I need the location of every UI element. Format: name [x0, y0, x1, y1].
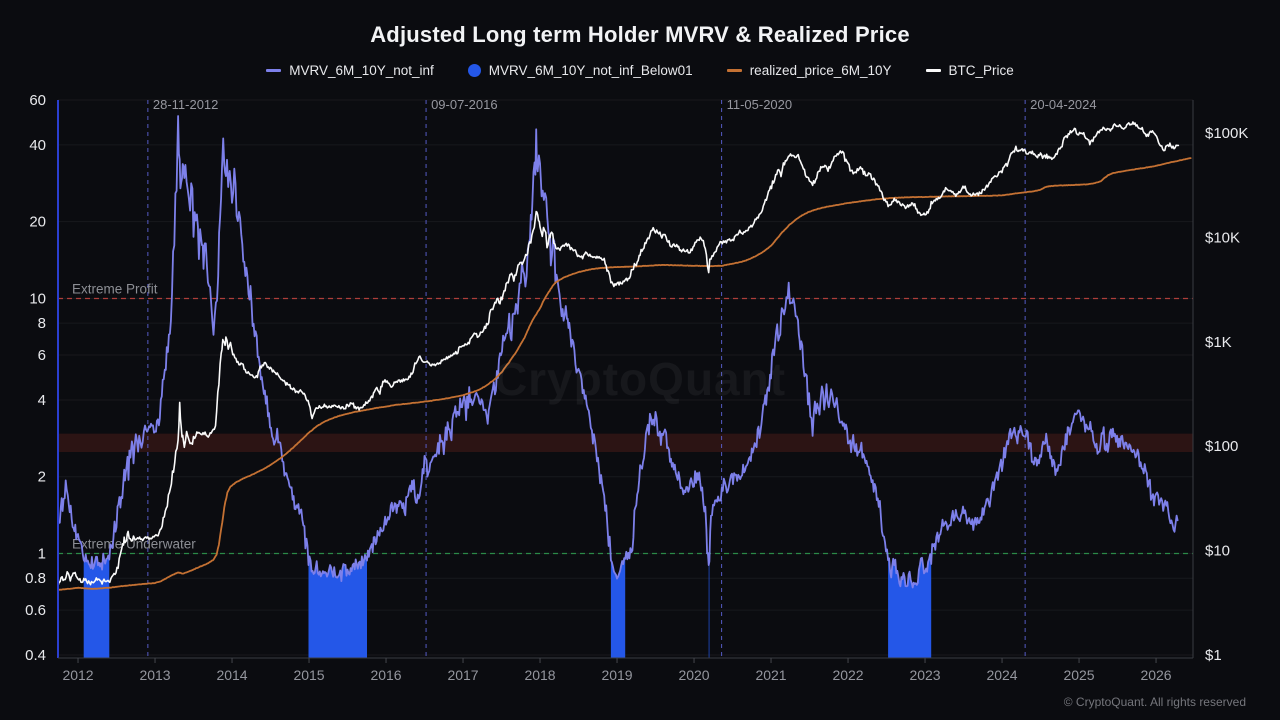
right-axis-tick-label: $1K: [1205, 334, 1232, 351]
x-axis-year-label: 2026: [1140, 667, 1171, 683]
series-line-MVRV_6M_10Y_not_inf: [58, 115, 1179, 589]
legend-label: realized_price_6M_10Y: [749, 63, 892, 78]
left-axis-tick-label: 60: [29, 92, 46, 109]
line-marker-icon: [925, 69, 941, 72]
extreme-profit-label: Extreme Profit: [72, 281, 158, 296]
halving-date-label: 09-07-2016: [431, 97, 498, 112]
left-axis-tick-label: 2: [38, 469, 46, 486]
left-axis-tick-label: 0.8: [25, 570, 46, 587]
legend-item-btc-price[interactable]: BTC_Price: [925, 63, 1014, 78]
below01-area: [888, 554, 932, 658]
line-marker-icon: [266, 69, 282, 72]
x-axis-year-label: 2017: [447, 667, 478, 683]
halving-date-label: 20-04-2024: [1030, 97, 1097, 112]
left-axis-tick-label: 6: [38, 347, 46, 364]
right-axis-tick-label: $10K: [1205, 229, 1240, 246]
x-axis-year-label: 2023: [909, 667, 940, 683]
left-axis-tick-label: 1: [38, 546, 46, 563]
copyright-text: © CryptoQuant. All rights reserved: [1063, 695, 1246, 709]
extreme-underwater-label: Extreme Underwater: [72, 537, 196, 552]
dot-marker-icon: [467, 64, 481, 77]
legend-item-mvrv[interactable]: MVRV_6M_10Y_not_inf: [266, 63, 434, 78]
left-axis-tick-label: 10: [29, 290, 46, 307]
line-marker-icon: [726, 69, 742, 72]
left-axis-tick-label: 8: [38, 315, 46, 332]
right-axis-tick-label: $10: [1205, 543, 1230, 560]
band-annotation: [58, 433, 1193, 453]
below01-area: [610, 558, 626, 658]
legend-item-mvrv-below01[interactable]: MVRV_6M_10Y_not_inf_Below01: [467, 63, 693, 78]
left-axis-tick-label: 4: [38, 392, 46, 409]
below01-area: [708, 561, 710, 658]
x-axis-year-label: 2024: [986, 667, 1017, 683]
x-axis-year-label: 2020: [678, 667, 709, 683]
left-axis-tick-label: 0.4: [25, 647, 46, 664]
x-axis-year-label: 2021: [755, 667, 786, 683]
legend-label: BTC_Price: [948, 63, 1014, 78]
below01-area: [308, 554, 367, 658]
page-title: Adjusted Long term Holder MVRV & Realize…: [370, 22, 910, 47]
left-axis-tick-label: 40: [29, 137, 46, 154]
legend-label: MVRV_6M_10Y_not_inf: [289, 63, 434, 78]
x-axis-year-label: 2025: [1063, 667, 1094, 683]
series-line-realized_price_6M_10Y: [58, 157, 1192, 591]
x-axis-year-label: 2019: [601, 667, 632, 683]
x-axis-year-label: 2013: [139, 667, 170, 683]
x-axis-year-label: 2014: [216, 667, 247, 683]
legend-label: MVRV_6M_10Y_not_inf_Below01: [488, 63, 693, 78]
halving-date-label: 28-11-2012: [153, 97, 219, 112]
legend: MVRV_6M_10Y_not_inf MVRV_6M_10Y_not_inf_…: [0, 63, 1280, 78]
x-axis-year-label: 2018: [524, 667, 555, 683]
x-axis-year-label: 2016: [370, 667, 401, 683]
x-axis-year-label: 2012: [62, 667, 93, 683]
right-axis-tick-label: $1: [1205, 647, 1222, 664]
x-axis-year-label: 2022: [832, 667, 863, 683]
legend-item-realized-price[interactable]: realized_price_6M_10Y: [726, 63, 892, 78]
x-axis-year-label: 2015: [293, 667, 324, 683]
below01-area: [83, 553, 110, 658]
right-axis-tick-label: $100: [1205, 438, 1238, 455]
left-axis-tick-label: 0.6: [25, 602, 46, 619]
left-axis-tick-label: 20: [29, 214, 46, 231]
series-line-BTC_Price: [58, 121, 1180, 587]
right-axis-tick-label: $100K: [1205, 125, 1248, 142]
halving-date-label: 11-05-2020: [727, 97, 793, 112]
